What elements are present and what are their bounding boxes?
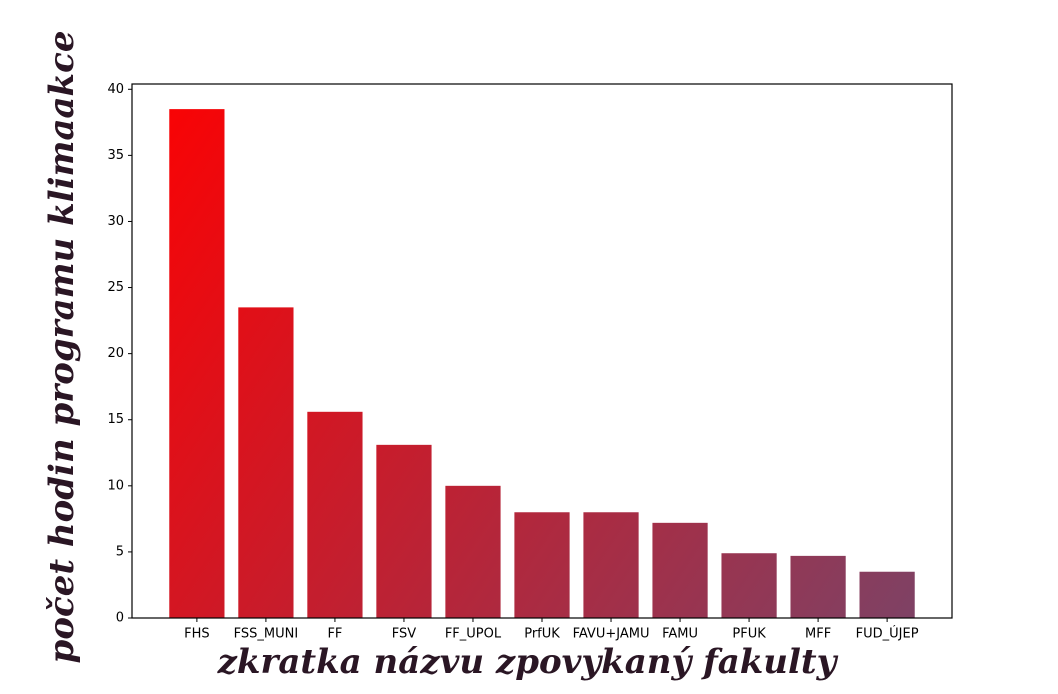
bar (376, 444, 432, 618)
x-tick-label: PrfUK (524, 627, 560, 642)
y-tick-label: 15 (107, 412, 124, 427)
bar (583, 512, 639, 618)
y-tick-label: 5 (116, 544, 124, 559)
plot-frame (131, 83, 953, 619)
bar (652, 522, 708, 618)
y-tick-label: 25 (107, 280, 124, 295)
y-tick-label: 0 (116, 611, 124, 626)
x-tick-label: MFF (805, 627, 831, 642)
y-tick-label: 40 (107, 82, 124, 97)
bar (514, 512, 570, 618)
bar (790, 555, 846, 618)
y-tick-label: 35 (107, 148, 124, 163)
y-axis-label: počet hodin programu klimaakce (42, 31, 82, 664)
bar (721, 553, 777, 618)
x-tick-label: FSS_MUNI (234, 627, 299, 642)
x-tick-label: FAVU+JAMU (573, 627, 650, 642)
x-tick-label: FHS (184, 627, 210, 642)
bar (307, 411, 363, 618)
bar (169, 109, 225, 618)
x-tick-label: PFUK (732, 627, 766, 642)
x-tick-label: FAMU (662, 627, 698, 642)
x-tick-label: FF (327, 627, 342, 642)
x-tick-label: FSV (392, 627, 417, 642)
x-tick-label: FF_UPOL (445, 627, 502, 642)
bar (445, 485, 501, 618)
y-tick-label: 10 (107, 478, 124, 493)
bar (238, 307, 294, 618)
bar (859, 571, 915, 618)
y-tick-label: 20 (107, 346, 124, 361)
x-tick-label: FUD_ÚJEP (856, 626, 919, 642)
x-axis-label: zkratka názvu zpovykaný fakulty (217, 642, 839, 682)
y-tick-label: 30 (107, 214, 124, 229)
